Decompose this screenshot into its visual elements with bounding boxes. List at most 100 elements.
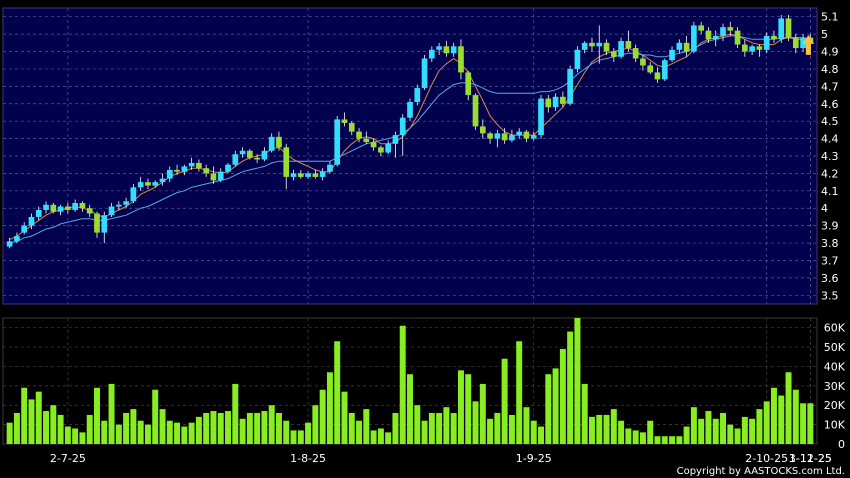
volume-tick-label: 10K bbox=[824, 419, 846, 432]
candle-body bbox=[763, 35, 770, 50]
volume-bar bbox=[232, 383, 239, 444]
volume-bar bbox=[239, 418, 246, 444]
candle-body bbox=[501, 133, 508, 141]
latest-price-arrow-icon bbox=[802, 34, 815, 55]
volume-bar bbox=[457, 370, 464, 444]
candle-body bbox=[698, 25, 705, 31]
candle-body bbox=[472, 95, 479, 127]
candle-body bbox=[137, 182, 144, 188]
candle-body bbox=[581, 42, 588, 50]
price-tick-label: 3.9 bbox=[821, 220, 839, 233]
candle-body bbox=[378, 147, 384, 153]
volume-bar bbox=[552, 368, 559, 444]
volume-bar bbox=[305, 422, 312, 444]
candle-body bbox=[297, 173, 304, 177]
volume-bar bbox=[465, 374, 472, 444]
volume-axis: 60K 50K 40K 30K 20K 10K 0 bbox=[824, 322, 846, 451]
price-tick-label: 4.9 bbox=[821, 46, 839, 59]
candle-body bbox=[683, 42, 690, 52]
price-tick-label: 4.1 bbox=[821, 185, 839, 198]
price-tick-label: 3.5 bbox=[821, 289, 839, 302]
volume-tick-label: 20K bbox=[824, 399, 846, 412]
volume-bar bbox=[618, 420, 625, 444]
volume-bar bbox=[181, 426, 188, 444]
price-tick-label: 3.8 bbox=[821, 237, 839, 250]
volume-bar bbox=[101, 420, 108, 444]
volume-bar bbox=[669, 436, 676, 444]
volume-bar bbox=[64, 426, 71, 444]
candle-body bbox=[130, 187, 137, 202]
volume-bar bbox=[807, 403, 814, 444]
candle-body bbox=[65, 206, 71, 210]
candle-body bbox=[661, 60, 668, 80]
volume-bar bbox=[188, 422, 195, 444]
volume-bar bbox=[348, 412, 355, 444]
volume-bar bbox=[683, 426, 690, 444]
candle-body bbox=[414, 88, 421, 103]
candle-body bbox=[560, 96, 566, 104]
volume-bar bbox=[152, 389, 159, 444]
candle-body bbox=[749, 46, 755, 52]
candle-body bbox=[596, 42, 603, 47]
volume-bar bbox=[654, 436, 661, 444]
volume-bar bbox=[275, 412, 282, 444]
candle-body bbox=[145, 182, 151, 186]
volume-bar bbox=[370, 430, 377, 444]
volume-tick-label: 40K bbox=[824, 360, 846, 373]
volume-bar bbox=[21, 387, 28, 444]
volume-bar bbox=[195, 416, 202, 444]
volume-bar bbox=[312, 405, 319, 444]
price-tick-label: 4 bbox=[821, 202, 828, 215]
volume-bar bbox=[501, 358, 508, 444]
candle-body bbox=[392, 135, 399, 144]
candle-body bbox=[166, 169, 173, 179]
volume-bar bbox=[727, 424, 734, 444]
candle-body bbox=[625, 41, 632, 49]
candle-body bbox=[574, 49, 581, 69]
volume-bar bbox=[210, 411, 217, 444]
volume-bar bbox=[57, 414, 64, 444]
volume-bar bbox=[13, 412, 20, 444]
candle-body bbox=[319, 171, 326, 177]
volume-bar bbox=[596, 414, 603, 444]
candle-body bbox=[217, 171, 224, 181]
volume-bars bbox=[6, 318, 814, 444]
candle-body bbox=[603, 42, 610, 52]
candle-body bbox=[312, 173, 319, 177]
price-tick-label: 4.8 bbox=[821, 63, 839, 76]
date-axis: 2-7-25 1-8-25 1-9-25 2-10-25 3-11-251-12-25 bbox=[50, 452, 832, 465]
candle-body bbox=[509, 135, 515, 141]
candle-body bbox=[479, 126, 486, 134]
candle-body bbox=[334, 119, 341, 165]
candle-body bbox=[632, 48, 639, 59]
volume-bar bbox=[166, 420, 173, 444]
candle-body bbox=[356, 131, 362, 139]
volume-bar bbox=[290, 430, 297, 444]
candle-body bbox=[94, 213, 100, 233]
volume-bar bbox=[443, 407, 450, 444]
candle-body bbox=[261, 150, 268, 160]
candle-body bbox=[123, 201, 129, 205]
price-tick-label: 4.7 bbox=[821, 80, 839, 93]
volume-bar bbox=[712, 418, 719, 444]
candle-body bbox=[756, 46, 763, 50]
candle-body bbox=[210, 173, 217, 181]
volume-bar bbox=[407, 374, 413, 444]
volume-bar bbox=[363, 409, 370, 444]
volume-bar bbox=[399, 325, 406, 444]
volume-bar bbox=[203, 412, 210, 444]
candle-body bbox=[28, 216, 35, 226]
candle-body bbox=[450, 46, 457, 54]
candlesticks bbox=[6, 14, 814, 249]
volume-bar bbox=[610, 409, 617, 444]
candle-body bbox=[465, 72, 472, 96]
price-tick-label: 4.5 bbox=[821, 115, 839, 128]
volume-bar bbox=[50, 405, 57, 444]
candle-body bbox=[552, 96, 559, 108]
candle-body bbox=[545, 98, 552, 108]
candle-body bbox=[276, 136, 282, 148]
candle-body bbox=[290, 173, 297, 177]
volume-bar bbox=[661, 436, 668, 444]
price-tick-label: 5 bbox=[821, 28, 828, 41]
volume-bar bbox=[487, 418, 494, 444]
